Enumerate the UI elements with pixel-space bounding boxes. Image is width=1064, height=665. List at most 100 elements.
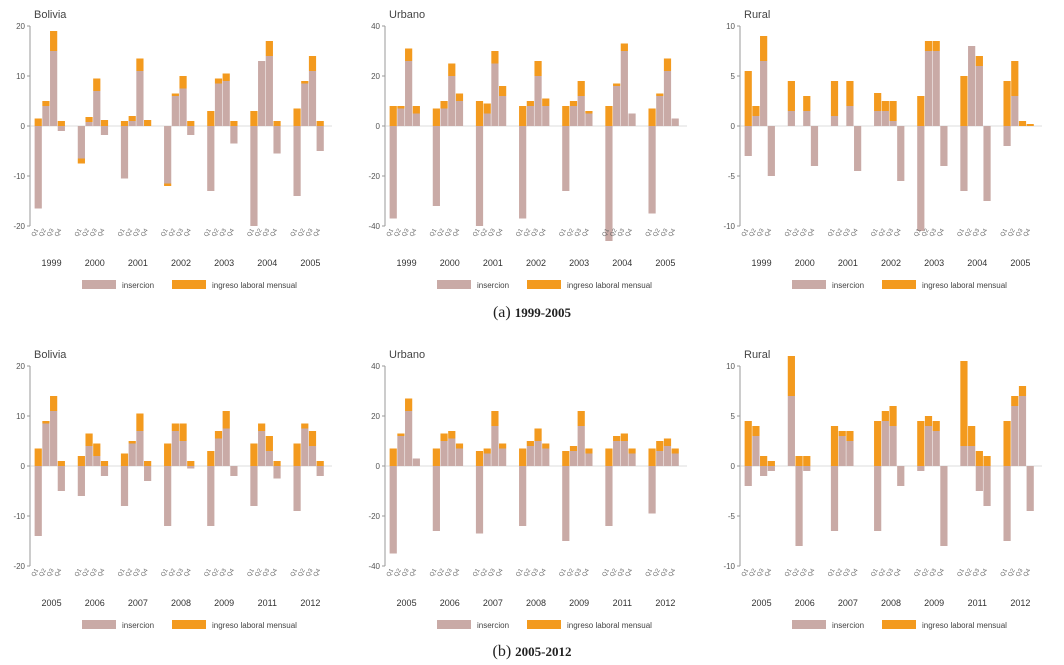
category-label: Q1 (429, 567, 439, 578)
bar-ingreso (293, 443, 301, 466)
bar-insercion (648, 466, 656, 514)
y-tick-label: 0 (21, 122, 26, 131)
bar-insercion (164, 126, 172, 184)
category-label: Q3 (305, 567, 315, 578)
category-label: Q2 (480, 567, 490, 578)
bar-ingreso (171, 423, 179, 431)
group-label: 2003 (214, 258, 234, 268)
caption-b-text: 2005-2012 (515, 644, 572, 659)
category-label: Q4 (452, 227, 462, 238)
bar-insercion (830, 116, 839, 126)
chart-title: Urbano (389, 9, 425, 21)
category-label: Q1 (160, 567, 170, 578)
bar-insercion (975, 466, 983, 491)
bar-insercion (795, 466, 803, 546)
bar-insercion (932, 51, 940, 126)
bar-ingreso (93, 78, 101, 91)
bar-insercion (50, 411, 58, 466)
category-label: Q1 (784, 567, 794, 578)
bar-insercion (432, 466, 440, 531)
category-label: Q2 (609, 227, 619, 238)
bar-insercion (924, 51, 933, 126)
category-label: Q4 (807, 227, 817, 238)
category-label: Q1 (827, 567, 837, 578)
bar-insercion (77, 126, 85, 159)
group-label: 2008 (526, 598, 546, 608)
bar-insercion (569, 451, 578, 466)
bar-ingreso (526, 441, 534, 446)
bar-ingreso (975, 451, 983, 466)
bar-ingreso (1011, 61, 1019, 96)
bar-ingreso (924, 416, 933, 426)
bar-insercion (136, 431, 144, 466)
bar-insercion (881, 111, 889, 126)
category-label: Q1 (117, 567, 127, 578)
bar-insercion (874, 111, 882, 126)
group-label: 2009 (924, 598, 944, 608)
category-label: Q2 (921, 227, 931, 238)
category-label: Q2 (1008, 567, 1018, 578)
bar-insercion (605, 126, 613, 241)
category-label: Q4 (1023, 227, 1033, 238)
group-label: 2005 (397, 598, 417, 608)
category-label: Q1 (515, 567, 525, 578)
group-label: 2012 (300, 598, 320, 608)
bar-insercion (620, 441, 628, 466)
y-tick-label: 5 (731, 412, 736, 421)
bar-ingreso (214, 431, 223, 439)
bar-insercion (534, 76, 542, 126)
bar-ingreso (483, 448, 491, 454)
bar-ingreso (846, 81, 854, 106)
category-label: Q3 (843, 567, 853, 578)
bar-insercion (1003, 126, 1011, 146)
category-label: Q2 (480, 227, 490, 238)
category-label: Q2 (39, 567, 49, 578)
bar-insercion (585, 113, 593, 126)
bar-insercion (405, 61, 413, 126)
bar-ingreso (744, 421, 752, 466)
group-label: 2011 (968, 598, 987, 608)
category-label: Q2 (749, 227, 759, 238)
bar-insercion (854, 126, 862, 171)
category-label: Q3 (46, 567, 56, 578)
bar-insercion (526, 446, 534, 466)
bar-insercion (968, 46, 976, 126)
bar-ingreso (983, 456, 991, 466)
chart-title: Rural (744, 349, 770, 361)
legend-swatch-insercion (792, 280, 826, 289)
bar-insercion (671, 453, 679, 466)
bar-ingreso (663, 58, 672, 71)
bar-ingreso (230, 121, 238, 126)
category-label: Q2 (566, 227, 576, 238)
category-label: Q3 (305, 227, 315, 238)
bar-ingreso (412, 106, 420, 114)
category-label: Q2 (566, 567, 576, 578)
category-label: Q3 (929, 227, 939, 238)
bar-insercion (983, 126, 991, 201)
bar-ingreso (405, 48, 413, 61)
bar-insercion (960, 446, 968, 466)
bar-ingreso (648, 108, 656, 126)
bar-insercion (803, 466, 811, 471)
bar-ingreso (620, 433, 628, 441)
category-label: Q3 (574, 227, 584, 238)
bar-insercion (455, 101, 464, 126)
group-label: 2012 (1010, 598, 1030, 608)
category-label: Q3 (756, 567, 766, 578)
category-label: Q1 (386, 227, 396, 238)
bar-insercion (389, 466, 397, 554)
bar-ingreso (144, 461, 152, 466)
category-label: Q1 (74, 227, 84, 238)
y-tick-label: 0 (731, 462, 736, 471)
category-label: Q4 (270, 567, 280, 578)
y-tick-label: -5 (728, 172, 736, 181)
category-label: Q1 (741, 227, 751, 238)
chart-svg: Urbano-40-2002040Q1Q2Q3Q41999Q1Q2Q3Q4200… (368, 9, 687, 290)
category-label: Q2 (749, 567, 759, 578)
category-label: Q3 (929, 567, 939, 578)
bar-ingreso (144, 120, 152, 126)
category-label: Q4 (980, 227, 990, 238)
bar-insercion (656, 96, 664, 126)
category-label: Q4 (980, 567, 990, 578)
category-label: Q2 (394, 227, 404, 238)
